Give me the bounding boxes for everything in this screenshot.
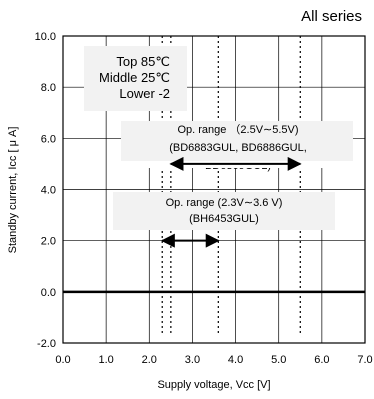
plot-frame — [62, 35, 366, 344]
x-tick-label: 7.0 — [357, 354, 372, 366]
x-tick-label: 5.0 — [271, 354, 286, 366]
range1-box: Op. range （2.5V∼5.5V) (BD6883GUL, BD6886… — [121, 121, 353, 172]
y-tick-label: 6.0 — [41, 133, 56, 145]
y-tick-label: 8.0 — [41, 82, 56, 94]
range2-line2: (BH6453GUL) — [189, 213, 259, 225]
range2-line1: Op. range (2.3V∼3.6 V) — [166, 197, 283, 209]
x-tick-label: 3.0 — [185, 354, 200, 366]
legend-box: Top 85℃ Middle 25℃ Lower -2 — [84, 46, 187, 111]
legend-top: Top 85℃ — [116, 54, 170, 69]
legend-lower: Lower -2 — [119, 86, 170, 101]
x-tick-label: 0.0 — [55, 354, 70, 366]
x-tick-label: 1.0 — [98, 354, 113, 366]
legend-middle: Middle 25℃ — [99, 70, 170, 85]
x-tick-label: 2.0 — [142, 354, 157, 366]
y-tick-label: 10.0 — [35, 31, 56, 43]
range1-line1: Op. range （2.5V∼5.5V) — [177, 123, 298, 136]
x-tick-label: 4.0 — [228, 354, 243, 366]
range1-line2: (BD6883GUL, BD6886GUL, — [169, 142, 307, 154]
y-tick-label: 4.0 — [41, 185, 56, 197]
x-axis-label: Supply voltage, Vcc [V] — [157, 379, 270, 391]
y-tick-label: 0.0 — [41, 287, 56, 299]
range2-box: Op. range (2.3V∼3.6 V) (BH6453GUL) — [113, 192, 335, 230]
tick-labels: 0.0 1.0 2.0 3.0 4.0 5.0 6.0 7.0 -2.0 0.0 2.0 4.0 6.0… — [35, 31, 373, 366]
y-axis-label: Standby current, Icc [ μ A] — [7, 127, 19, 254]
x-tick-label: 6.0 — [314, 354, 329, 366]
series-label: All series — [301, 8, 362, 25]
y-tick-label: 2.0 — [41, 236, 56, 248]
range-arrows — [160, 156, 302, 248]
y-tick-label: -2.0 — [37, 338, 56, 350]
